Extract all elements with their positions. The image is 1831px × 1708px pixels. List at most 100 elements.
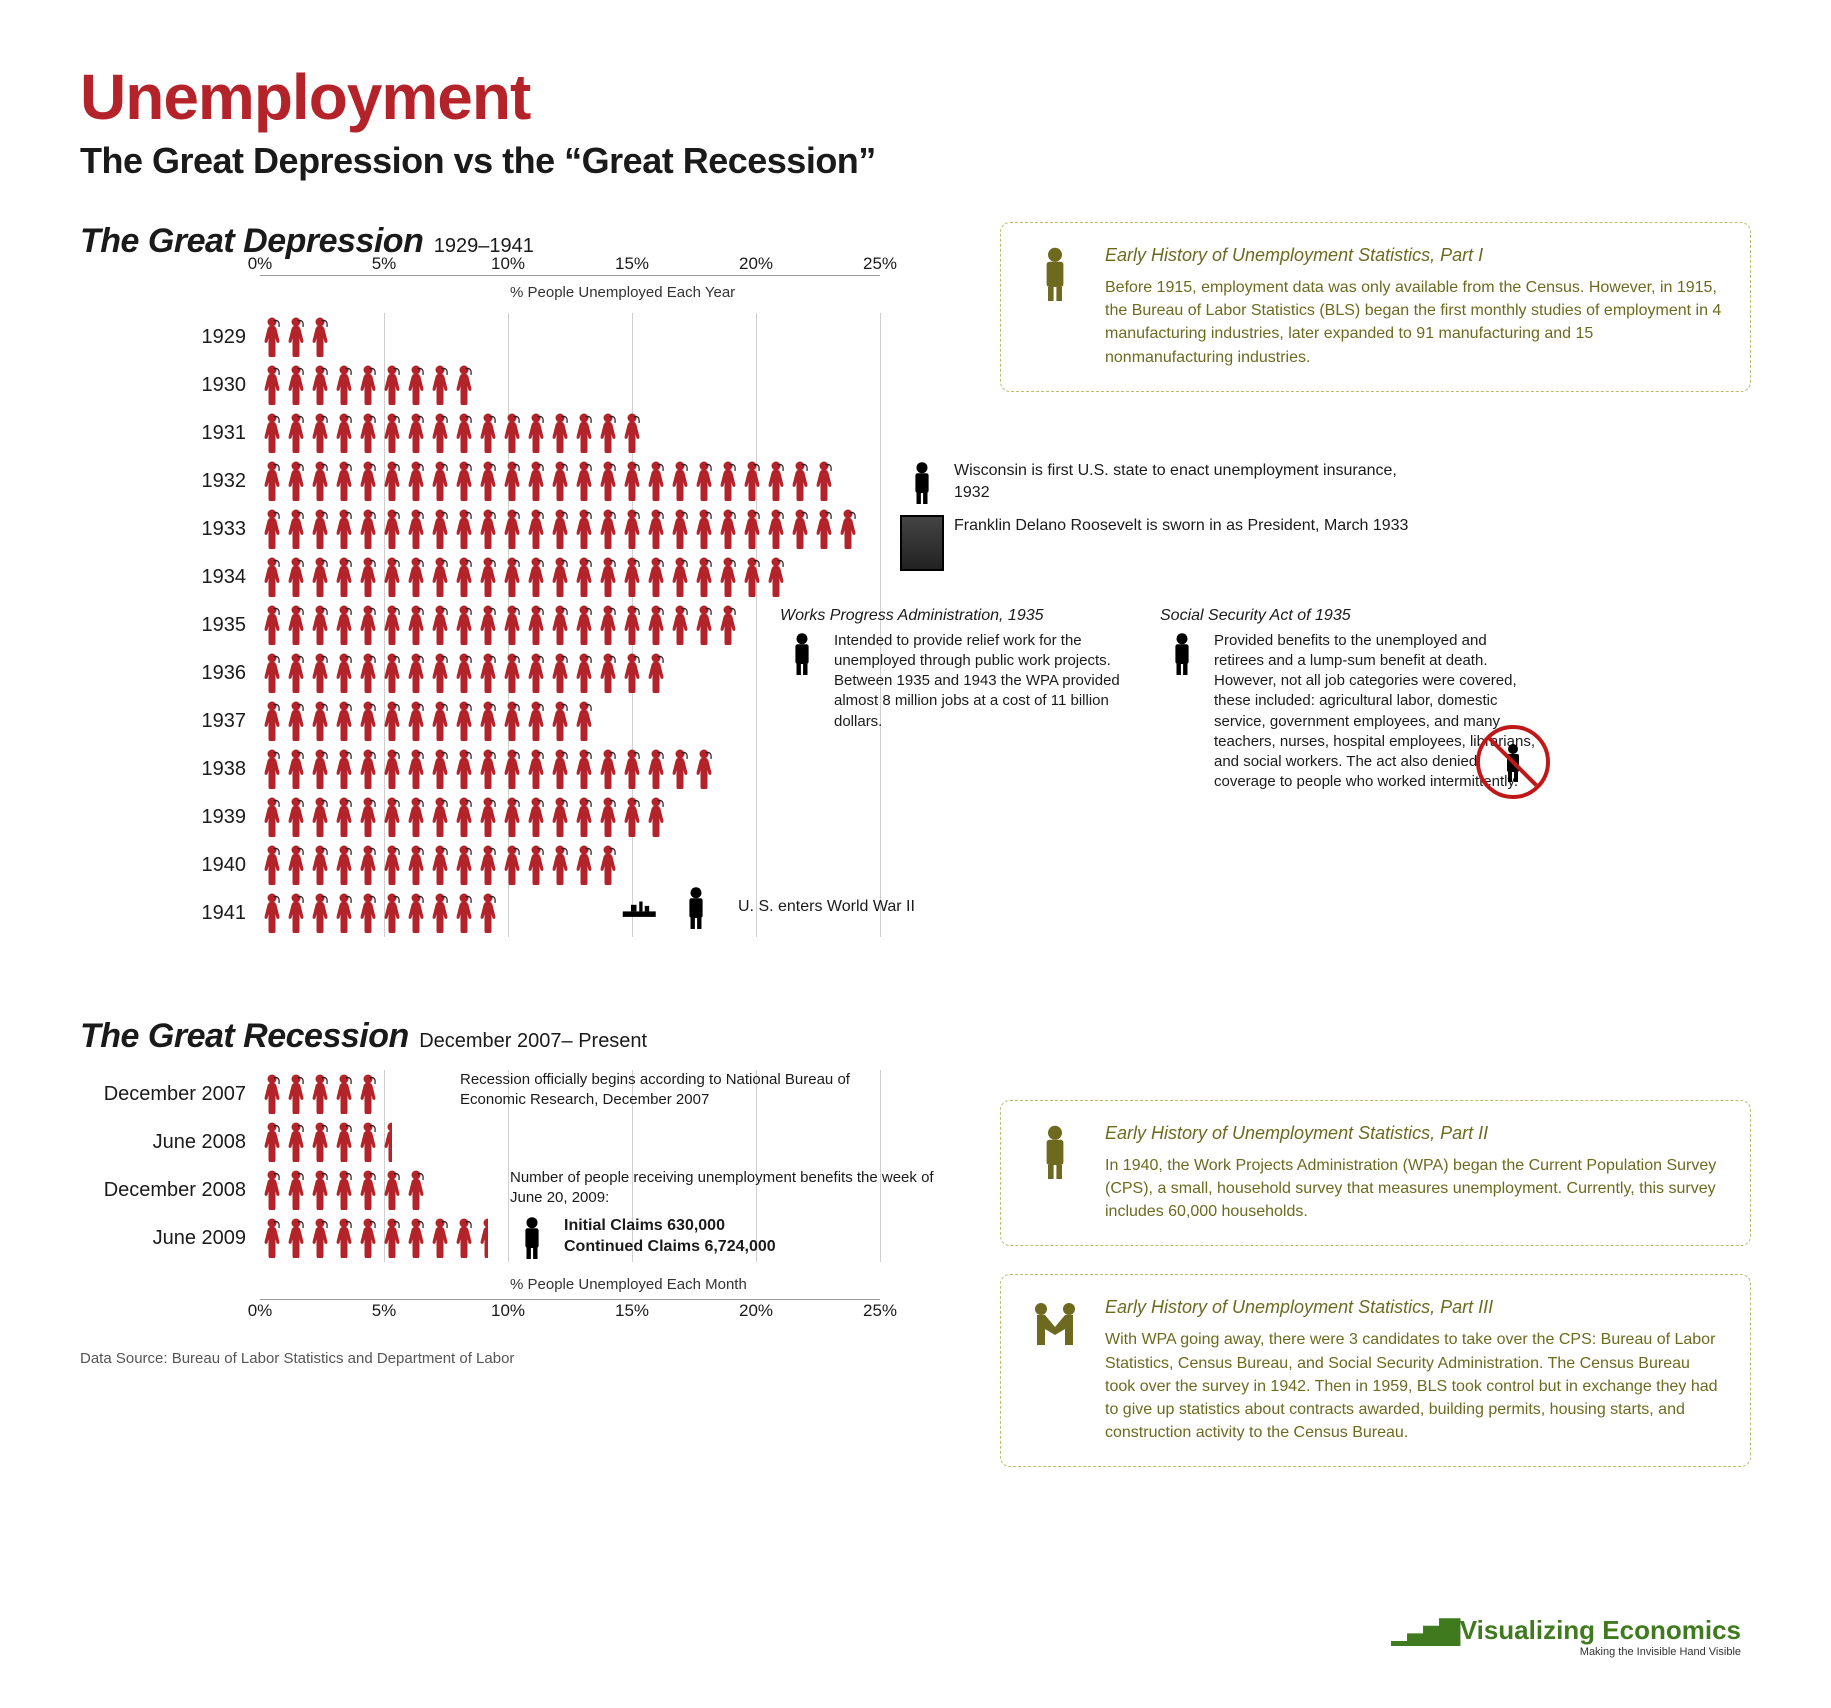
- person-icon: [548, 749, 572, 789]
- person-icon: [332, 461, 356, 501]
- person-icon: [260, 1122, 284, 1162]
- person-icon: [572, 845, 596, 885]
- person-icon: [284, 557, 308, 597]
- person-icon: [572, 413, 596, 453]
- chart-row: 1934: [80, 553, 960, 601]
- axis-tick: 0%: [248, 1301, 273, 1321]
- person-icon: [356, 797, 380, 837]
- desk-icon: [1027, 245, 1083, 301]
- person-icon: [356, 365, 380, 405]
- person-icon: [332, 797, 356, 837]
- person-icon: [356, 1122, 380, 1162]
- person-icon: [332, 1170, 356, 1210]
- chart-row: 1939: [80, 793, 960, 841]
- person-icon: [476, 749, 500, 789]
- person-icon: [644, 557, 668, 597]
- person-icon: [644, 653, 668, 693]
- person-icon: [308, 461, 332, 501]
- axis-tick: 5%: [372, 254, 397, 274]
- person-icon: [596, 749, 620, 789]
- person-icon: [284, 1122, 308, 1162]
- chart-row: 1932: [80, 457, 960, 505]
- person-icon: [812, 509, 836, 549]
- person-icon: [644, 461, 668, 501]
- person-icon: [500, 845, 524, 885]
- person-icon: [476, 461, 500, 501]
- person-icon: [668, 557, 692, 597]
- person-icon: [308, 1170, 332, 1210]
- person-icon: [716, 605, 740, 645]
- person-icon: [428, 893, 452, 933]
- person-icon: [812, 461, 836, 501]
- person-icon: [572, 701, 596, 741]
- person-icon: [428, 557, 452, 597]
- person-icon: [284, 509, 308, 549]
- person-icon: [332, 557, 356, 597]
- person-icon: [500, 653, 524, 693]
- person-icon: [332, 653, 356, 693]
- row-label: 1929: [80, 326, 260, 349]
- annot-fdr: Franklin Delano Roosevelt is sworn in as…: [900, 515, 1420, 571]
- person-icon: [476, 557, 500, 597]
- person-icon: [596, 509, 620, 549]
- person-icon: [260, 1218, 284, 1258]
- person-icon: [356, 509, 380, 549]
- person-icon: [620, 461, 644, 501]
- person-icon: [380, 461, 404, 501]
- person-icon: [476, 845, 500, 885]
- person-icon: [452, 557, 476, 597]
- person-icon: [548, 605, 572, 645]
- person-icon: [764, 557, 788, 597]
- person-icon: [380, 1170, 404, 1210]
- person-icon: [380, 557, 404, 597]
- person-icon: [308, 557, 332, 597]
- person-icon: [428, 461, 452, 501]
- person-icon: [404, 413, 428, 453]
- person-icon: [452, 845, 476, 885]
- person-icon: [620, 605, 644, 645]
- person-icon: [380, 845, 404, 885]
- person-icon: [716, 461, 740, 501]
- person-icon: [260, 749, 284, 789]
- person-icon: [476, 653, 500, 693]
- row-label: 1930: [80, 374, 260, 397]
- person-icon: [380, 365, 404, 405]
- info-box-2: Early History of Unemployment Statistics…: [1000, 1100, 1751, 1247]
- person-icon: [404, 749, 428, 789]
- row-label: 1940: [80, 854, 260, 877]
- person-icon: [428, 749, 452, 789]
- person-icon: [524, 413, 548, 453]
- person-icon: [284, 605, 308, 645]
- axis-tick: 15%: [615, 1301, 649, 1321]
- person-icon: [380, 413, 404, 453]
- person-icon: [620, 509, 644, 549]
- recession-heading: The Great Recession December 2007– Prese…: [80, 1017, 960, 1056]
- person-icon: [260, 317, 284, 357]
- chart-row: 1938: [80, 745, 960, 793]
- person-icon: [308, 317, 332, 357]
- person-icon: [332, 1218, 356, 1258]
- person-icon: [260, 653, 284, 693]
- person-icon: [428, 653, 452, 693]
- person-icon: [644, 797, 668, 837]
- person-icon: [452, 461, 476, 501]
- row-label: 1931: [80, 422, 260, 445]
- person-icon: [596, 845, 620, 885]
- person-icon: [380, 797, 404, 837]
- annot-ww2: U. S. enters World War II: [620, 885, 1020, 929]
- axis-caption-bottom: % People Unemployed Each Month: [510, 1276, 747, 1293]
- person-icon: [500, 461, 524, 501]
- person-icon: [548, 797, 572, 837]
- person-icon: [572, 509, 596, 549]
- person-icon: [500, 701, 524, 741]
- person-icon: [644, 509, 668, 549]
- person-icon: [332, 365, 356, 405]
- row-label: June 2008: [80, 1131, 260, 1154]
- person-icon: [716, 557, 740, 597]
- axis-tick: 0%: [248, 254, 273, 274]
- person-icon: [524, 797, 548, 837]
- person-icon: [356, 413, 380, 453]
- fdr-photo-icon: [900, 515, 944, 571]
- person-icon: [500, 605, 524, 645]
- row-label: 1941: [80, 902, 260, 925]
